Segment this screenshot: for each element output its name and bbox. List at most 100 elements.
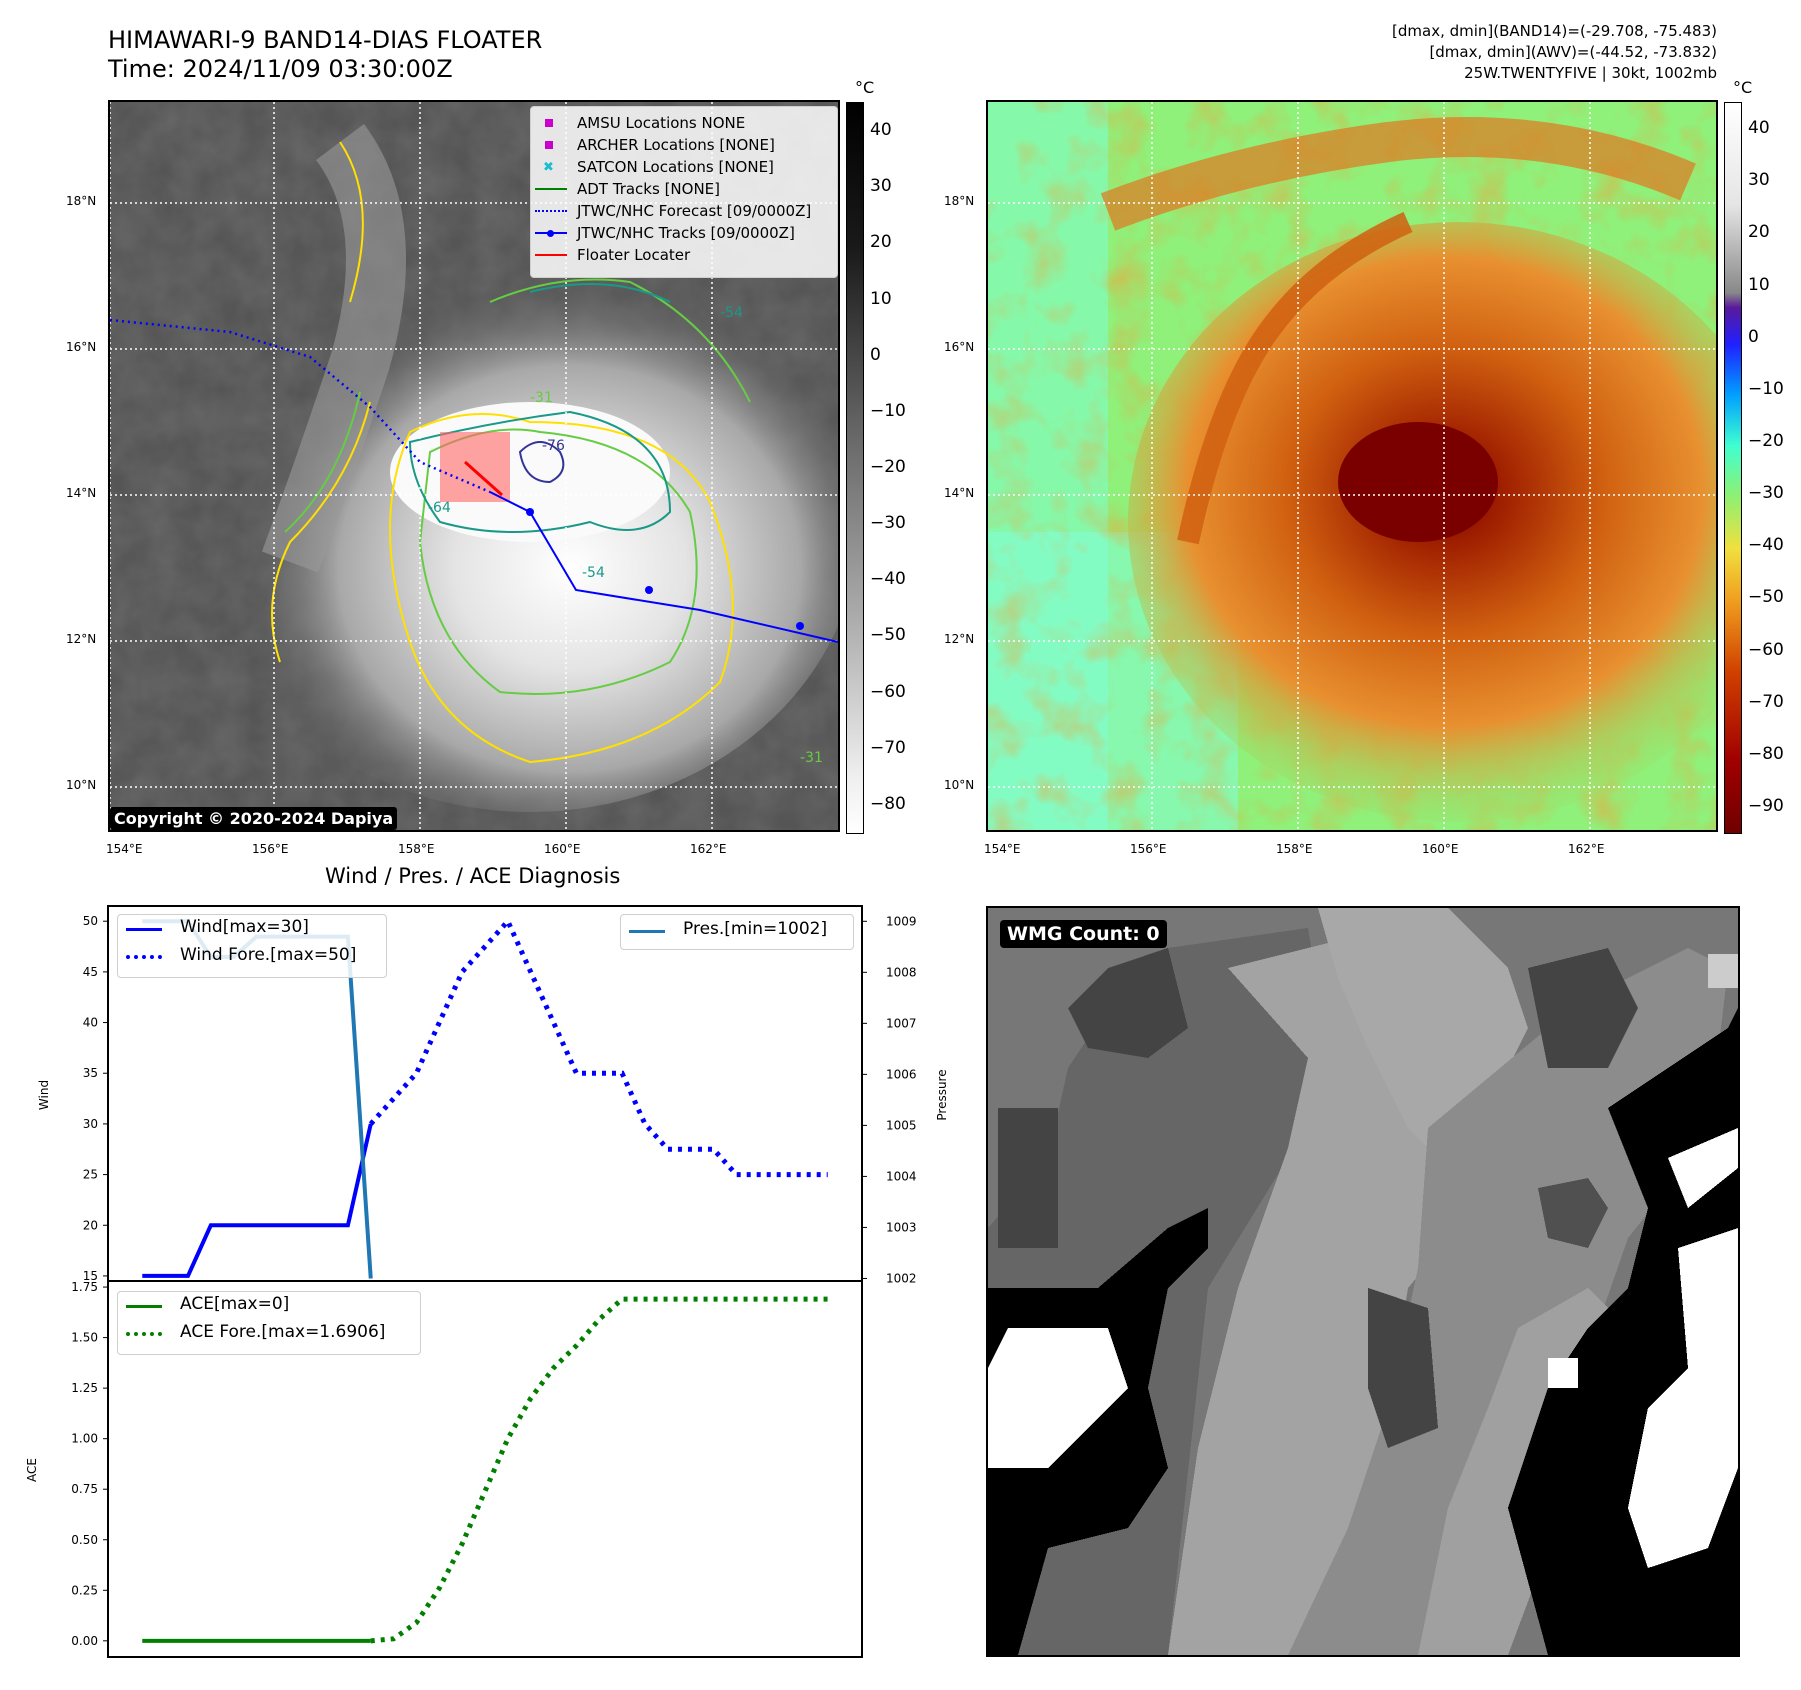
pressure-legend: Pres.[min=1002] — [620, 914, 854, 950]
wind-legend: Wind[max=30] Wind Fore.[max=50] — [117, 914, 387, 978]
ir-colorbar-tick: −30 — [870, 513, 906, 534]
y-tick-label: 1.25 — [71, 1381, 98, 1395]
awv-colorbar-tick: −90 — [1748, 795, 1784, 816]
series-line-wind-fore — [368, 916, 828, 1178]
ir-satellite-panel: -54 -54 -76 -64 -31 -31 AMSU Locations N… — [108, 100, 840, 832]
wind-ylabel: Wind — [37, 1080, 51, 1110]
legend-ace-forecast: ACE Fore.[max=1.6906] — [180, 1322, 386, 1342]
jtwc-best-track — [489, 491, 838, 643]
legend-line-marker — [629, 930, 665, 933]
legend-dotted-marker — [126, 955, 162, 959]
awv-lon-tick: 160°E — [1422, 842, 1459, 856]
meta-band14-range: [dmax, dmin](BAND14)=(-29.708, -75.483) — [1392, 22, 1717, 40]
y-tick-label: 0.50 — [71, 1533, 98, 1547]
series-line-ace-fore — [370, 1296, 828, 1644]
ir-colorbar-tick: 20 — [870, 232, 892, 253]
y-tick-label: 0.75 — [71, 1482, 98, 1496]
ace-legend: ACE[max=0] ACE Fore.[max=1.6906] — [117, 1291, 421, 1355]
legend-item-archer: ARCHER Locations [NONE] — [531, 134, 831, 156]
ir-colorbar-tick: −80 — [870, 793, 906, 814]
ir-lat-tick: 14°N — [66, 486, 97, 500]
awv-lat-tick: 10°N — [944, 778, 975, 792]
y-tick-label: 45 — [83, 965, 98, 979]
legend-item-floater: Floater Locater — [531, 244, 831, 266]
legend-line-marker — [126, 928, 162, 931]
legend-square-marker — [545, 119, 553, 127]
legend-wind-forecast: Wind Fore.[max=50] — [180, 945, 357, 965]
legend-item-amsu: AMSU Locations NONE — [531, 112, 831, 134]
y2-tick-label: 1003 — [886, 1220, 917, 1234]
y2-tick-label: 1004 — [886, 1169, 917, 1183]
legend-line-marker — [126, 1305, 162, 1308]
copyright-badge: Copyright © 2020-2024 Dapiya — [110, 807, 398, 830]
ir-colorbar-tick: −10 — [870, 400, 906, 421]
y-tick-label: 40 — [83, 1016, 98, 1030]
ir-colorbar-unit: °C — [855, 78, 875, 97]
awv-satellite-image — [988, 102, 1716, 830]
legend-pressure: Pres.[min=1002] — [683, 919, 828, 939]
track-point-2 — [645, 586, 653, 594]
y2-tick-label: 1007 — [886, 1016, 917, 1030]
awv-lon-tick: 154°E — [984, 842, 1021, 856]
awv-lat-tick: 16°N — [944, 340, 975, 354]
ir-lon-tick: 158°E — [398, 842, 435, 856]
legend-square-marker — [545, 141, 553, 149]
y2-tick-label: 1005 — [886, 1118, 917, 1132]
ir-legend: AMSU Locations NONE ARCHER Locations [NO… — [530, 106, 838, 278]
ir-colorbar — [846, 102, 864, 834]
legend-item-adt: ADT Tracks [NONE] — [531, 178, 831, 200]
contour-label-3: -76 — [542, 438, 565, 454]
ir-colorbar-tick: −50 — [870, 625, 906, 646]
ir-colorbar-tick: 40 — [870, 120, 892, 141]
y-tick-label: 0.00 — [71, 1634, 98, 1648]
awv-colorbar-tick: 10 — [1748, 274, 1770, 295]
y-tick-label: 0.25 — [71, 1583, 98, 1597]
awv-lon-tick: 158°E — [1276, 842, 1313, 856]
y2-tick-label: 1002 — [886, 1271, 917, 1285]
ir-lon-tick: 156°E — [252, 842, 289, 856]
ir-colorbar-tick: 30 — [870, 176, 892, 197]
awv-colorbar-tick: −10 — [1748, 378, 1784, 399]
contour-label-1: -54 — [720, 305, 743, 321]
y-tick-label: 35 — [83, 1066, 98, 1080]
y-tick-label: 25 — [83, 1168, 98, 1182]
figure-title: HIMAWARI-9 BAND14-DIAS FLOATER — [108, 26, 543, 54]
ace-axes-frame — [107, 1280, 863, 1658]
awv-colorbar-tick: 20 — [1748, 222, 1770, 243]
contour-label-5: -31 — [530, 390, 553, 406]
awv-colorbar-tick: 40 — [1748, 118, 1770, 139]
diagnosis-title: Wind / Pres. / ACE Diagnosis — [325, 864, 621, 888]
awv-colorbar — [1724, 102, 1742, 834]
awv-gridlines — [988, 102, 1716, 830]
contour-label-6: -31 — [800, 750, 823, 766]
ace-ylabel: ACE — [25, 1458, 39, 1482]
ir-lat-tick: 10°N — [66, 778, 97, 792]
legend-x-marker: ✖ — [543, 159, 554, 175]
awv-lat-tick: 18°N — [944, 194, 975, 208]
awv-colorbar-tick: −70 — [1748, 691, 1784, 712]
legend-dotted-marker — [126, 1332, 162, 1336]
contour-label-2: -54 — [582, 565, 605, 581]
pressure-ylabel: Pressure — [935, 1069, 949, 1120]
contour-label-4: -64 — [428, 500, 451, 516]
legend-line-marker — [535, 254, 567, 256]
ir-lon-tick: 154°E — [106, 842, 143, 856]
y-tick-label: 1.75 — [71, 1280, 98, 1294]
awv-satellite-panel — [986, 100, 1718, 832]
y-tick-label: 50 — [83, 914, 98, 928]
awv-colorbar-tick: −40 — [1748, 535, 1784, 556]
ir-colorbar-tick: −20 — [870, 457, 906, 477]
figure-time: Time: 2024/11/09 03:30:00Z — [108, 55, 453, 83]
y2-tick-label: 1006 — [886, 1067, 917, 1081]
awv-colorbar-tick: −20 — [1748, 430, 1784, 451]
ir-colorbar-tick: −60 — [870, 681, 906, 702]
awv-lon-tick: 156°E — [1130, 842, 1167, 856]
track-point-1 — [526, 508, 534, 516]
ir-lat-tick: 16°N — [66, 340, 97, 354]
awv-lon-tick: 162°E — [1568, 842, 1605, 856]
awv-colorbar-tick: 30 — [1748, 170, 1770, 191]
y-tick-label: 15 — [83, 1269, 98, 1283]
awv-lat-tick: 14°N — [944, 486, 975, 500]
awv-lat-tick: 12°N — [944, 632, 975, 646]
legend-item-satcon: ✖ SATCON Locations [NONE] — [543, 158, 774, 176]
